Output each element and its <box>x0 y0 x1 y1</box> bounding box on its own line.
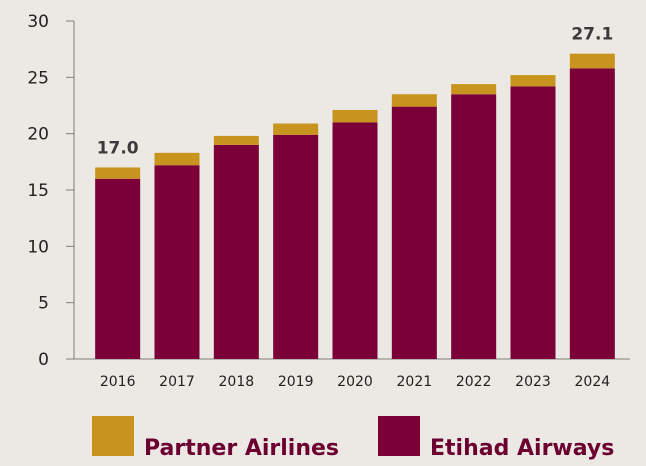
x-tick-label: 2018 <box>219 374 255 390</box>
y-tick-label: 15 <box>27 181 49 201</box>
bar-etihad-airways-2017 <box>154 165 200 359</box>
x-tick-label: 2021 <box>397 374 433 390</box>
bar-etihad-airways-2020 <box>332 122 378 360</box>
x-tick-label: 2020 <box>337 374 373 390</box>
bar-partner-airlines-2023 <box>510 75 556 87</box>
x-tick-label: 2022 <box>456 374 492 390</box>
legend-swatch <box>92 416 134 456</box>
y-tick-label: 5 <box>38 294 49 314</box>
bar-partner-airlines-2019 <box>273 123 319 135</box>
x-tick-label: 2024 <box>575 374 611 390</box>
data-label: 17.0 <box>97 138 139 158</box>
y-tick-label: 30 <box>27 12 49 32</box>
y-tick-label: 10 <box>27 237 49 257</box>
legend-swatch <box>378 416 420 456</box>
bar-etihad-airways-2019 <box>273 134 319 359</box>
x-tick-label: 2023 <box>515 374 551 390</box>
y-tick-label: 25 <box>27 68 49 88</box>
x-tick-label: 2016 <box>100 374 136 390</box>
bar-etihad-airways-2018 <box>213 144 259 359</box>
legend-label: Etihad Airways <box>430 436 614 461</box>
bar-partner-airlines-2024 <box>569 53 615 69</box>
bar-partner-airlines-2016 <box>95 167 141 179</box>
y-tick-label: 20 <box>27 125 49 145</box>
x-tick-label: 2017 <box>159 374 195 390</box>
x-tick-label: 2019 <box>278 374 314 390</box>
bar-etihad-airways-2024 <box>569 68 615 359</box>
bar-etihad-airways-2021 <box>391 106 437 359</box>
y-tick-label: 0 <box>38 350 49 370</box>
bar-partner-airlines-2018 <box>213 135 259 145</box>
bar-etihad-airways-2016 <box>95 178 141 359</box>
legend-label: Partner Airlines <box>144 436 339 461</box>
bar-partner-airlines-2020 <box>332 110 378 123</box>
bar-etihad-airways-2023 <box>510 86 556 359</box>
bar-etihad-airways-2022 <box>451 94 497 359</box>
bar-partner-airlines-2021 <box>391 94 437 107</box>
data-label: 27.1 <box>571 25 613 45</box>
bar-partner-airlines-2017 <box>154 152 200 166</box>
bar-partner-airlines-2022 <box>451 84 497 95</box>
